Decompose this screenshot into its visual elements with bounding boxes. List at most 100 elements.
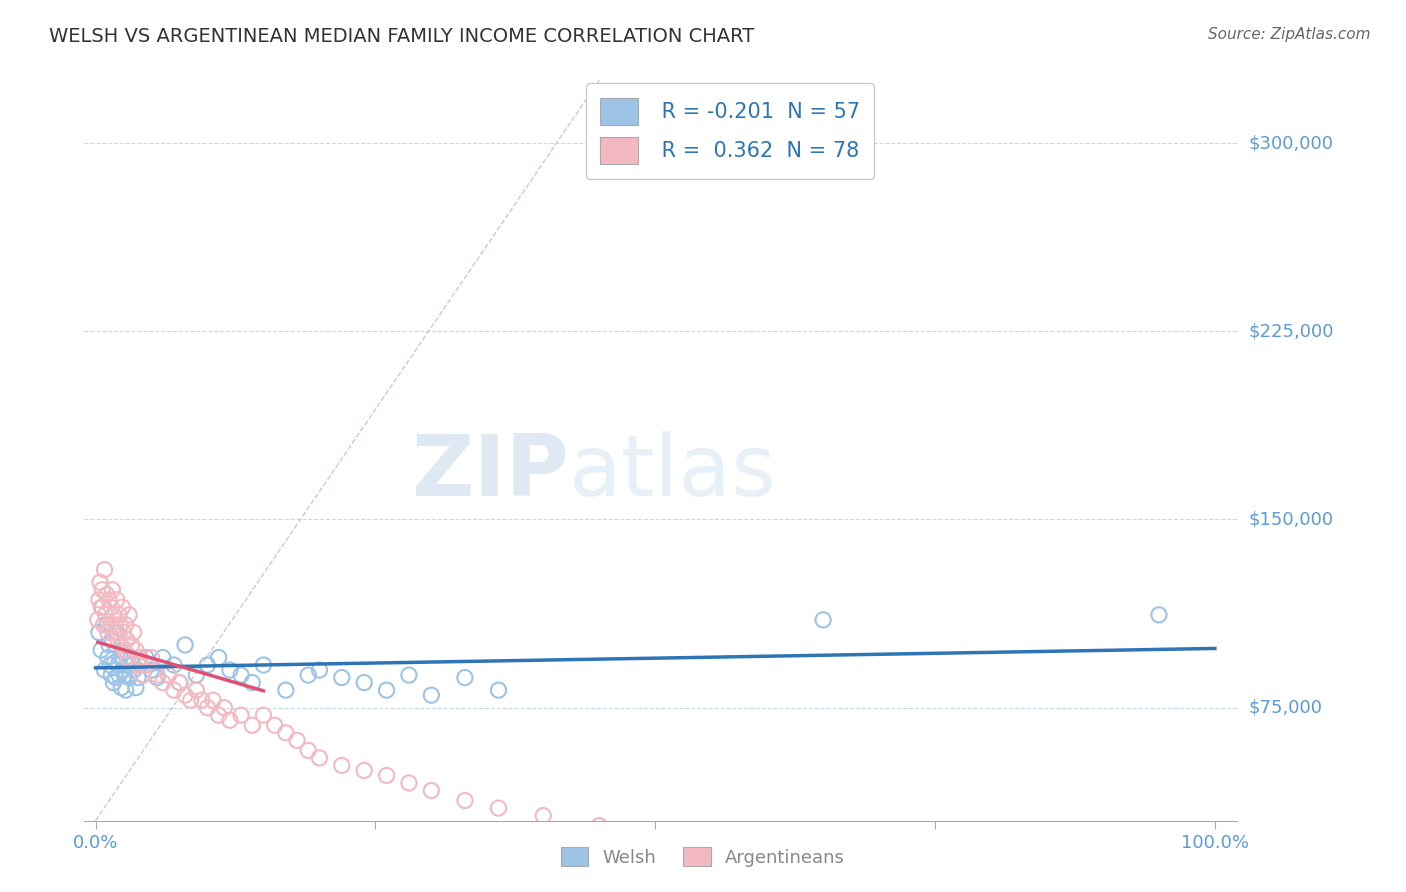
Point bbox=[811, 844, 834, 858]
Point bbox=[308, 663, 330, 677]
Point bbox=[98, 592, 121, 607]
Point bbox=[157, 668, 180, 682]
Text: Source: ZipAtlas.com: Source: ZipAtlas.com bbox=[1208, 27, 1371, 42]
Point bbox=[107, 658, 129, 673]
Point bbox=[353, 675, 375, 690]
Point bbox=[1147, 869, 1170, 883]
Point bbox=[97, 625, 120, 640]
Point bbox=[180, 693, 202, 707]
Point bbox=[122, 663, 145, 677]
Point bbox=[91, 600, 114, 615]
Point bbox=[93, 618, 115, 632]
Point bbox=[229, 708, 252, 723]
Point bbox=[141, 650, 163, 665]
Point bbox=[118, 607, 141, 622]
Point bbox=[1091, 866, 1114, 880]
Point bbox=[208, 650, 231, 665]
Point bbox=[107, 632, 129, 647]
Point bbox=[100, 600, 122, 615]
Point bbox=[644, 826, 666, 840]
Point bbox=[117, 650, 139, 665]
Point bbox=[97, 650, 120, 665]
Point bbox=[700, 834, 723, 848]
Point bbox=[263, 718, 285, 732]
Point bbox=[420, 783, 443, 797]
Point bbox=[191, 693, 214, 707]
Point bbox=[108, 668, 131, 682]
Point bbox=[125, 681, 148, 695]
Point bbox=[111, 663, 134, 677]
Point bbox=[110, 638, 132, 652]
Point bbox=[114, 668, 136, 682]
Point bbox=[112, 625, 135, 640]
Point bbox=[398, 668, 420, 682]
Point bbox=[398, 776, 420, 790]
Point bbox=[129, 658, 152, 673]
Point bbox=[108, 650, 131, 665]
Point bbox=[197, 658, 219, 673]
Point bbox=[120, 650, 142, 665]
Point bbox=[96, 618, 118, 632]
Point bbox=[131, 668, 153, 682]
Point bbox=[146, 671, 169, 685]
Point bbox=[115, 658, 138, 673]
Point bbox=[980, 859, 1002, 873]
Point bbox=[285, 733, 308, 747]
Point bbox=[103, 656, 125, 670]
Point bbox=[87, 625, 110, 640]
Point bbox=[105, 592, 128, 607]
Point bbox=[229, 668, 252, 682]
Point bbox=[174, 638, 197, 652]
Point bbox=[122, 625, 145, 640]
Point bbox=[111, 600, 134, 615]
Point bbox=[94, 607, 117, 622]
Point bbox=[127, 671, 149, 685]
Point bbox=[91, 582, 114, 597]
Point bbox=[214, 700, 236, 714]
Point bbox=[186, 668, 208, 682]
Point bbox=[103, 675, 125, 690]
Point bbox=[169, 675, 191, 690]
Legend:  R = -0.201  N = 57,  R =  0.362  N = 78: R = -0.201 N = 57, R = 0.362 N = 78 bbox=[586, 83, 875, 178]
Point bbox=[375, 768, 398, 782]
Point bbox=[588, 819, 610, 833]
Point bbox=[152, 650, 174, 665]
Point bbox=[146, 668, 169, 682]
Point bbox=[141, 663, 163, 677]
Point bbox=[89, 575, 111, 590]
Point bbox=[274, 683, 297, 698]
Point bbox=[87, 613, 110, 627]
Point bbox=[125, 643, 148, 657]
Point bbox=[129, 650, 152, 665]
Point bbox=[375, 683, 398, 698]
Point bbox=[98, 658, 121, 673]
Point bbox=[218, 663, 240, 677]
Point bbox=[127, 658, 149, 673]
Point bbox=[163, 658, 186, 673]
Point bbox=[114, 643, 136, 657]
Point bbox=[240, 675, 263, 690]
Point bbox=[169, 675, 191, 690]
Point bbox=[135, 658, 157, 673]
Point bbox=[297, 743, 319, 757]
Point bbox=[330, 758, 353, 772]
Point bbox=[93, 563, 115, 577]
Point bbox=[202, 693, 225, 707]
Point bbox=[163, 683, 186, 698]
Point bbox=[104, 618, 127, 632]
Point bbox=[811, 613, 834, 627]
Point bbox=[157, 668, 180, 682]
Point bbox=[100, 668, 122, 682]
Point bbox=[90, 600, 112, 615]
Point bbox=[924, 856, 946, 871]
Point bbox=[135, 650, 157, 665]
Text: WELSH VS ARGENTINEAN MEDIAN FAMILY INCOME CORRELATION CHART: WELSH VS ARGENTINEAN MEDIAN FAMILY INCOM… bbox=[49, 27, 755, 45]
Point bbox=[252, 708, 274, 723]
Point bbox=[118, 671, 141, 685]
Point bbox=[98, 638, 121, 652]
Point bbox=[454, 671, 477, 685]
Point bbox=[115, 632, 138, 647]
Point bbox=[90, 643, 112, 657]
Point bbox=[98, 618, 121, 632]
Point bbox=[531, 808, 554, 822]
